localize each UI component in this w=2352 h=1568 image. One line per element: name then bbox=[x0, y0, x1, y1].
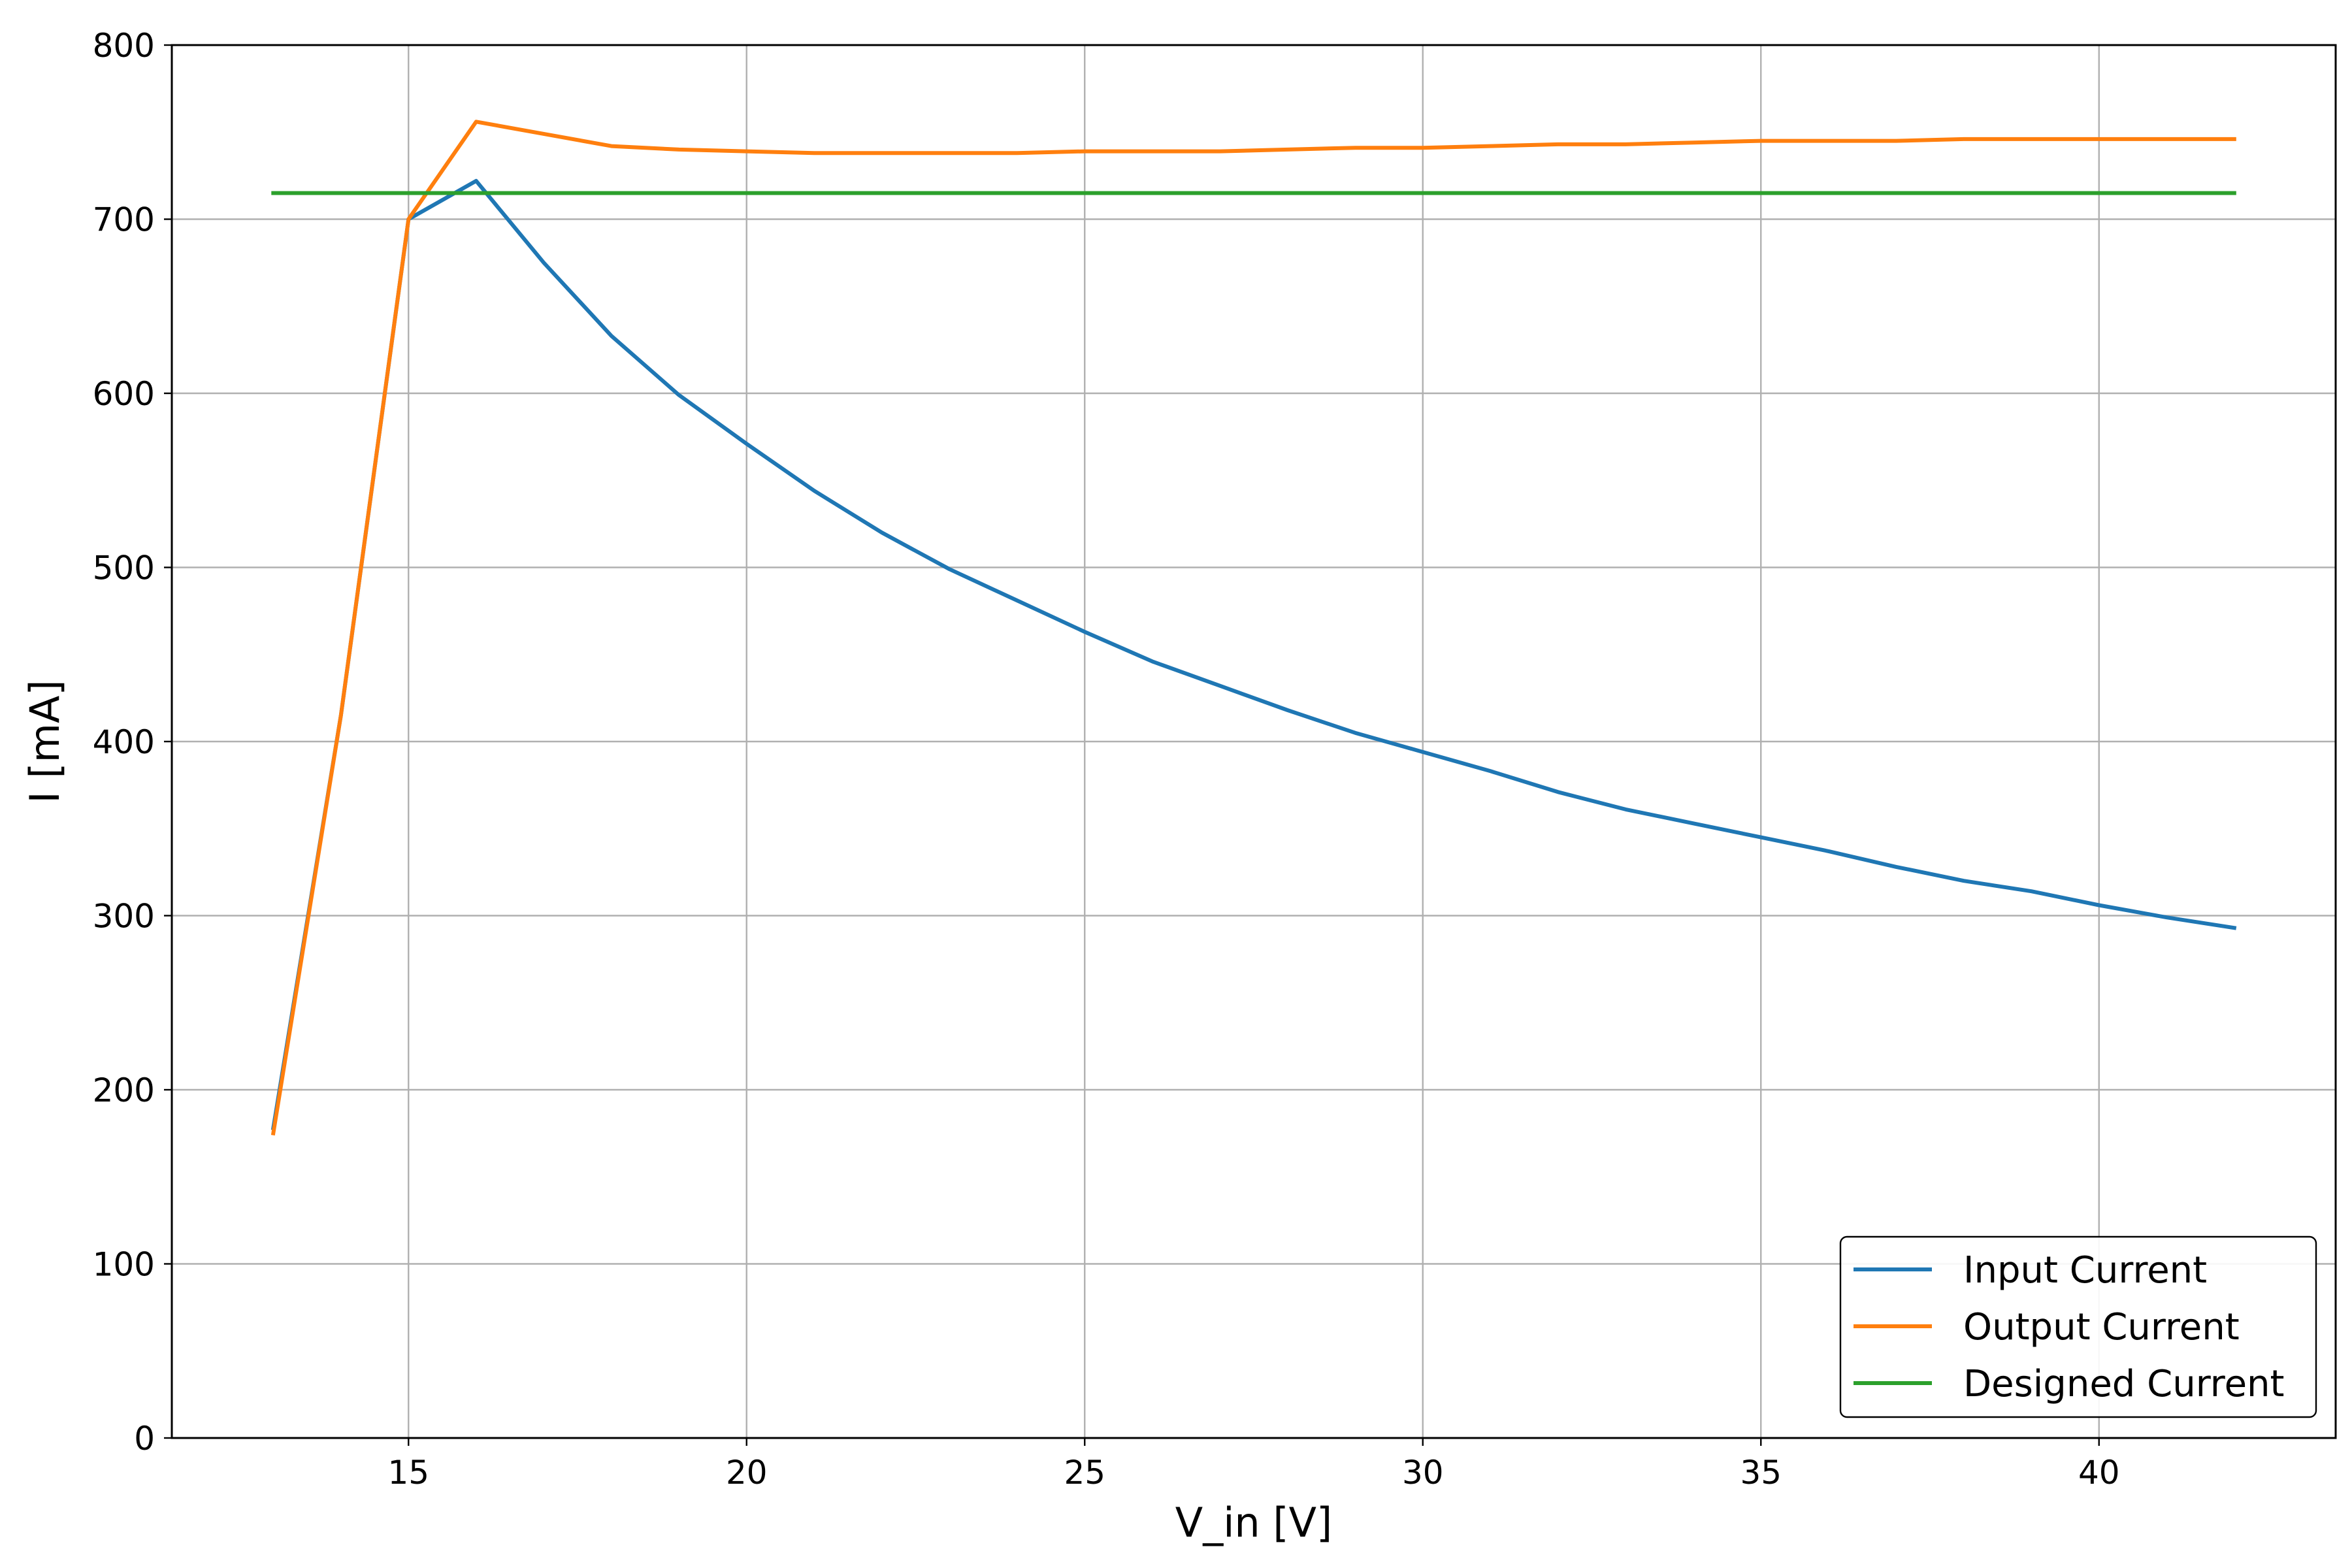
data-series bbox=[270, 120, 2237, 1136]
y-axis-label: I [mA] bbox=[21, 679, 69, 803]
series-line-2 bbox=[270, 120, 2236, 1136]
x-tick-label: 30 bbox=[1402, 1454, 1444, 1492]
y-tick-label: 700 bbox=[93, 201, 155, 239]
x-axis-label: V_in [V] bbox=[1175, 1499, 1332, 1546]
y-tick-label: 800 bbox=[93, 27, 155, 65]
x-tick-label: 25 bbox=[1064, 1454, 1105, 1492]
y-tick-label: 300 bbox=[93, 898, 155, 936]
y-tick-label: 400 bbox=[93, 723, 155, 761]
series-line-1 bbox=[270, 178, 2237, 1131]
y-tick-label: 0 bbox=[134, 1420, 155, 1458]
y-tick-label: 100 bbox=[93, 1246, 155, 1284]
legend-label: Designed Current bbox=[1963, 1363, 2284, 1405]
legend-label: Output Current bbox=[1963, 1306, 2240, 1348]
x-tick-label: 35 bbox=[1740, 1454, 1782, 1492]
legend-label: Input Current bbox=[1963, 1249, 2207, 1292]
y-tick-label: 200 bbox=[93, 1071, 155, 1109]
x-tick-label: 15 bbox=[387, 1454, 429, 1492]
legend: Input Current Output Current Designed Curr… bbox=[1839, 1235, 2317, 1418]
x-tick-label: 20 bbox=[726, 1454, 768, 1492]
legend-box bbox=[1839, 1235, 2317, 1418]
y-tick-label: 600 bbox=[93, 375, 155, 413]
x-tick-label: 40 bbox=[2078, 1454, 2120, 1492]
y-tick-label: 500 bbox=[93, 549, 155, 587]
